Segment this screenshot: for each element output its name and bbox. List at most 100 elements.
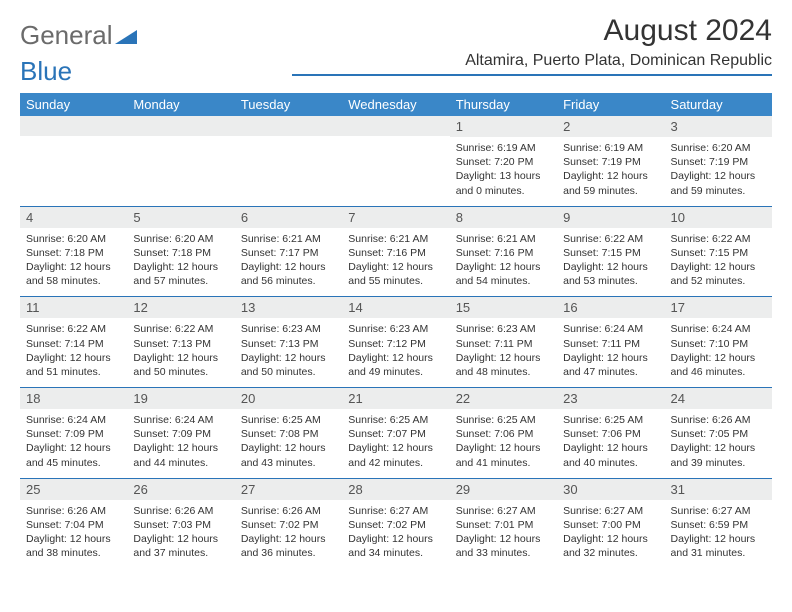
day-number: 27	[235, 479, 342, 500]
daylight-text: Daylight: 12 hours and 42 minutes.	[348, 441, 443, 469]
day-number: 4	[20, 207, 127, 228]
day-header: Tuesday	[235, 93, 342, 116]
daylight-text: Daylight: 12 hours and 44 minutes.	[133, 441, 228, 469]
sunset-text: Sunset: 7:18 PM	[26, 246, 121, 260]
daylight-text: Daylight: 12 hours and 53 minutes.	[563, 260, 658, 288]
sunset-text: Sunset: 7:02 PM	[241, 518, 336, 532]
sunset-text: Sunset: 7:12 PM	[348, 337, 443, 351]
sunrise-text: Sunrise: 6:21 AM	[241, 232, 336, 246]
calendar-head: Sunday Monday Tuesday Wednesday Thursday…	[20, 93, 772, 116]
day-detail: Sunrise: 6:22 AMSunset: 7:15 PMDaylight:…	[557, 228, 664, 297]
day-number: 23	[557, 388, 664, 409]
calendar-cell: 22Sunrise: 6:25 AMSunset: 7:06 PMDayligh…	[450, 388, 557, 479]
sunset-text: Sunset: 7:13 PM	[241, 337, 336, 351]
day-number: 16	[557, 297, 664, 318]
day-detail: Sunrise: 6:20 AMSunset: 7:19 PMDaylight:…	[665, 137, 772, 206]
day-detail: Sunrise: 6:25 AMSunset: 7:08 PMDaylight:…	[235, 409, 342, 478]
daylight-text: Daylight: 12 hours and 37 minutes.	[133, 532, 228, 560]
day-number: 17	[665, 297, 772, 318]
day-detail: Sunrise: 6:26 AMSunset: 7:05 PMDaylight:…	[665, 409, 772, 478]
calendar-cell: 3Sunrise: 6:20 AMSunset: 7:19 PMDaylight…	[665, 116, 772, 206]
sunrise-text: Sunrise: 6:25 AM	[456, 413, 551, 427]
day-number: 24	[665, 388, 772, 409]
calendar-row: 11Sunrise: 6:22 AMSunset: 7:14 PMDayligh…	[20, 297, 772, 388]
calendar-cell: 8Sunrise: 6:21 AMSunset: 7:16 PMDaylight…	[450, 206, 557, 297]
sunrise-text: Sunrise: 6:25 AM	[348, 413, 443, 427]
sunrise-text: Sunrise: 6:24 AM	[671, 322, 766, 336]
daylight-text: Daylight: 13 hours and 0 minutes.	[456, 169, 551, 197]
day-number: 25	[20, 479, 127, 500]
calendar-cell: 2Sunrise: 6:19 AMSunset: 7:19 PMDaylight…	[557, 116, 664, 206]
daylight-text: Daylight: 12 hours and 49 minutes.	[348, 351, 443, 379]
sunset-text: Sunset: 7:10 PM	[671, 337, 766, 351]
calendar-cell: 15Sunrise: 6:23 AMSunset: 7:11 PMDayligh…	[450, 297, 557, 388]
day-number: 20	[235, 388, 342, 409]
daylight-text: Daylight: 12 hours and 52 minutes.	[671, 260, 766, 288]
sunrise-text: Sunrise: 6:22 AM	[133, 322, 228, 336]
day-number: 21	[342, 388, 449, 409]
sunset-text: Sunset: 7:02 PM	[348, 518, 443, 532]
sunset-text: Sunset: 7:19 PM	[671, 155, 766, 169]
day-detail: Sunrise: 6:26 AMSunset: 7:03 PMDaylight:…	[127, 500, 234, 569]
sunrise-text: Sunrise: 6:20 AM	[671, 141, 766, 155]
day-number: 7	[342, 207, 449, 228]
daylight-text: Daylight: 12 hours and 54 minutes.	[456, 260, 551, 288]
day-detail: Sunrise: 6:25 AMSunset: 7:06 PMDaylight:…	[557, 409, 664, 478]
day-number: 1	[450, 116, 557, 137]
daylight-text: Daylight: 12 hours and 34 minutes.	[348, 532, 443, 560]
calendar-cell: 10Sunrise: 6:22 AMSunset: 7:15 PMDayligh…	[665, 206, 772, 297]
daylight-text: Daylight: 12 hours and 50 minutes.	[133, 351, 228, 379]
calendar-cell: 28 Sunrise: 6:27 AMSunset: 7:02 PMDayligh…	[342, 478, 449, 568]
day-number: 28	[342, 479, 449, 500]
sunrise-text: Sunrise: 6:26 AM	[241, 504, 336, 518]
sunrise-text: Sunrise: 6:22 AM	[26, 322, 121, 336]
day-detail: Sunrise: 6:19 AMSunset: 7:19 PMDaylight:…	[557, 137, 664, 206]
calendar-cell: 16Sunrise: 6:24 AMSunset: 7:11 PMDayligh…	[557, 297, 664, 388]
daylight-text: Daylight: 12 hours and 39 minutes.	[671, 441, 766, 469]
day-number-empty	[20, 116, 127, 136]
sunset-text: Sunset: 7:17 PM	[241, 246, 336, 260]
calendar-cell	[235, 116, 342, 206]
sunrise-text: Sunrise: 6:24 AM	[563, 322, 658, 336]
sunset-text: Sunset: 7:09 PM	[133, 427, 228, 441]
sunrise-text: Sunrise: 6:22 AM	[671, 232, 766, 246]
day-header: Sunday	[20, 93, 127, 116]
day-detail: Sunrise: 6:27 AMSunset: 7:00 PMDaylight:…	[557, 500, 664, 569]
sunrise-text: Sunrise: 6:21 AM	[348, 232, 443, 246]
calendar-cell: 5Sunrise: 6:20 AMSunset: 7:18 PMDaylight…	[127, 206, 234, 297]
day-detail: Sunrise: 6:22 AMSunset: 7:13 PMDaylight:…	[127, 318, 234, 387]
sunset-text: Sunset: 7:18 PM	[133, 246, 228, 260]
daylight-text: Daylight: 12 hours and 36 minutes.	[241, 532, 336, 560]
day-detail: Sunrise: 6:20 AMSunset: 7:18 PMDaylight:…	[127, 228, 234, 297]
day-number: 22	[450, 388, 557, 409]
day-number: 2	[557, 116, 664, 137]
daylight-text: Daylight: 12 hours and 55 minutes.	[348, 260, 443, 288]
day-number: 11	[20, 297, 127, 318]
calendar-row: 18Sunrise: 6:24 AMSunset: 7:09 PMDayligh…	[20, 388, 772, 479]
day-number: 3	[665, 116, 772, 137]
sunset-text: Sunset: 7:14 PM	[26, 337, 121, 351]
daylight-text: Daylight: 12 hours and 43 minutes.	[241, 441, 336, 469]
sunrise-text: Sunrise: 6:27 AM	[348, 504, 443, 518]
day-detail: Sunrise: 6:23 AMSunset: 7:11 PMDaylight:…	[450, 318, 557, 387]
day-number: 15	[450, 297, 557, 318]
day-detail-empty	[127, 136, 234, 196]
daylight-text: Daylight: 12 hours and 41 minutes.	[456, 441, 551, 469]
day-number: 12	[127, 297, 234, 318]
day-detail: Sunrise: 6:21 AMSunset: 7:16 PMDaylight:…	[450, 228, 557, 297]
calendar-cell: 18Sunrise: 6:24 AMSunset: 7:09 PMDayligh…	[20, 388, 127, 479]
sunset-text: Sunset: 7:06 PM	[563, 427, 658, 441]
sunrise-text: Sunrise: 6:23 AM	[348, 322, 443, 336]
calendar-row: 25Sunrise: 6:26 AMSunset: 7:04 PMDayligh…	[20, 478, 772, 568]
daylight-text: Daylight: 12 hours and 59 minutes.	[563, 169, 658, 197]
daylight-text: Daylight: 12 hours and 33 minutes.	[456, 532, 551, 560]
sunrise-text: Sunrise: 6:20 AM	[26, 232, 121, 246]
sunrise-text: Sunrise: 6:25 AM	[563, 413, 658, 427]
calendar-cell: 20Sunrise: 6:25 AMSunset: 7:08 PMDayligh…	[235, 388, 342, 479]
calendar-page: General August 2024 Altamira, Puerto Pla…	[0, 0, 792, 582]
sunset-text: Sunset: 7:20 PM	[456, 155, 551, 169]
daylight-text: Daylight: 12 hours and 50 minutes.	[241, 351, 336, 379]
calendar-cell: 21Sunrise: 6:25 AMSunset: 7:07 PMDayligh…	[342, 388, 449, 479]
sunset-text: Sunset: 7:09 PM	[26, 427, 121, 441]
sunrise-text: Sunrise: 6:26 AM	[26, 504, 121, 518]
